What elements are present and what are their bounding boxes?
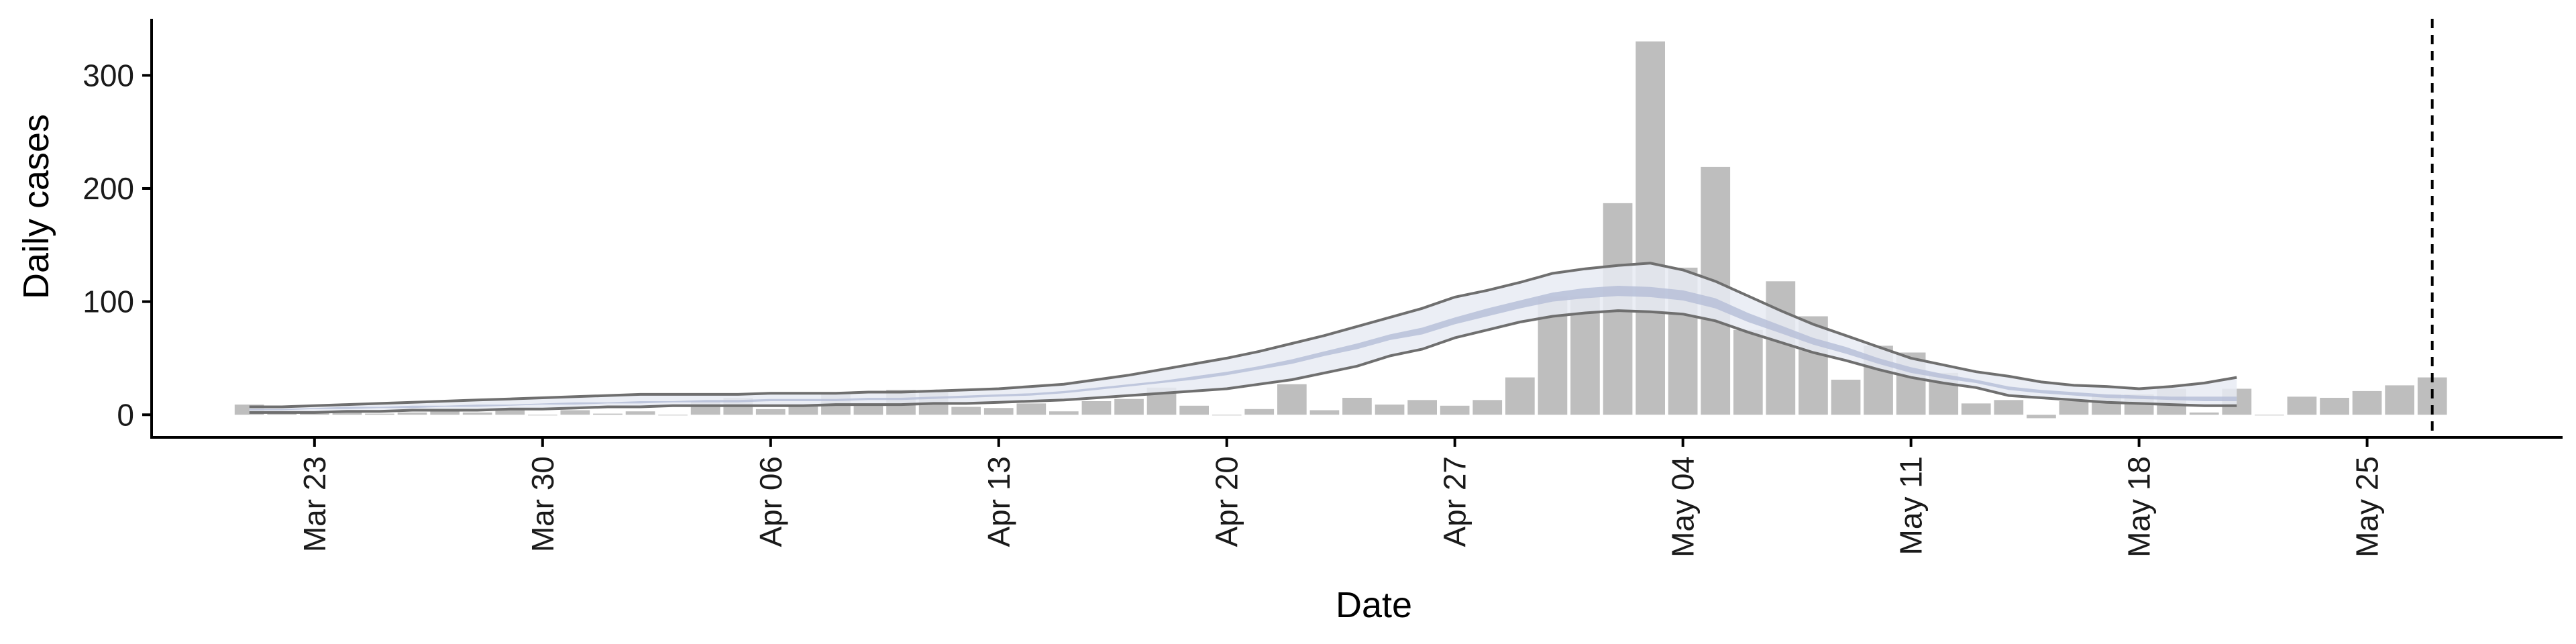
bar: [1440, 405, 1470, 415]
y-tick-label: 300: [83, 58, 134, 93]
bar: [2027, 415, 2056, 419]
x-tick-label: Apr 20: [1210, 456, 1244, 547]
bar: [1472, 400, 1503, 415]
bar: [853, 403, 883, 415]
bar: [1407, 400, 1437, 415]
bar: [1342, 398, 1372, 415]
bar: [430, 411, 460, 415]
bar: [365, 413, 394, 415]
band-upper-line: [249, 262, 2237, 409]
band-lower-line: [249, 309, 2237, 414]
x-tick-label: May 25: [2350, 456, 2385, 557]
bar: [1570, 296, 1600, 415]
axes-layer: [150, 19, 2563, 439]
bar: [462, 412, 492, 415]
bar: [1831, 380, 1861, 415]
bar: [2189, 412, 2219, 415]
bar: [1375, 405, 1405, 415]
bar: [1733, 329, 1763, 415]
bar: [1994, 400, 2024, 415]
bar: [1114, 398, 1144, 415]
bar: [1244, 409, 1275, 415]
bar: [2059, 401, 2089, 415]
x-tick-label: Mar 23: [297, 456, 332, 552]
y-tick-label: 200: [83, 171, 134, 206]
bar: [1961, 403, 1991, 415]
bar: [2385, 385, 2414, 415]
bar: [593, 413, 623, 415]
bar: [1505, 377, 1535, 415]
bar: [397, 412, 427, 415]
y-tick-label: 100: [83, 284, 134, 319]
bar: [2352, 390, 2382, 415]
bar: [1016, 403, 1046, 415]
y-tick-label: 0: [117, 397, 134, 432]
bar: [1049, 411, 1079, 415]
bar: [1081, 401, 1112, 415]
y-axis-title: Daily cases: [16, 114, 56, 299]
x-axis-title: Date: [1336, 585, 1412, 625]
x-tick-label: Apr 06: [753, 456, 788, 547]
x-tick-label: Apr 27: [1438, 456, 1472, 547]
x-tick-label: Apr 13: [981, 456, 1016, 547]
inner-band: [249, 286, 2237, 411]
bar: [1635, 41, 1665, 415]
bar: [983, 408, 1014, 415]
x-tick-label: May 11: [1894, 456, 1929, 555]
bar: [2287, 396, 2317, 415]
ticks-layer: 0 100 200 300 Mar 23 Mar 30 Apr 06 Apr 13 Apr 20…: [83, 58, 2384, 557]
bar: [1766, 281, 1796, 415]
bar: [755, 409, 786, 415]
bar: [495, 410, 525, 415]
bar: [1309, 410, 1340, 415]
x-tick-label: May 04: [1666, 456, 1701, 557]
bar: [560, 410, 590, 415]
outer-band: [249, 263, 2237, 413]
bar: [332, 412, 362, 415]
bar: [625, 411, 655, 415]
x-tick-label: Mar 30: [525, 456, 560, 552]
estimate-band-layer: [249, 262, 2237, 414]
x-tick-label: May 18: [2122, 456, 2157, 557]
bar: [951, 407, 981, 415]
bar: [2320, 398, 2349, 415]
bar: [788, 405, 818, 415]
bar: [1179, 405, 1209, 415]
bar: [1277, 384, 1307, 415]
